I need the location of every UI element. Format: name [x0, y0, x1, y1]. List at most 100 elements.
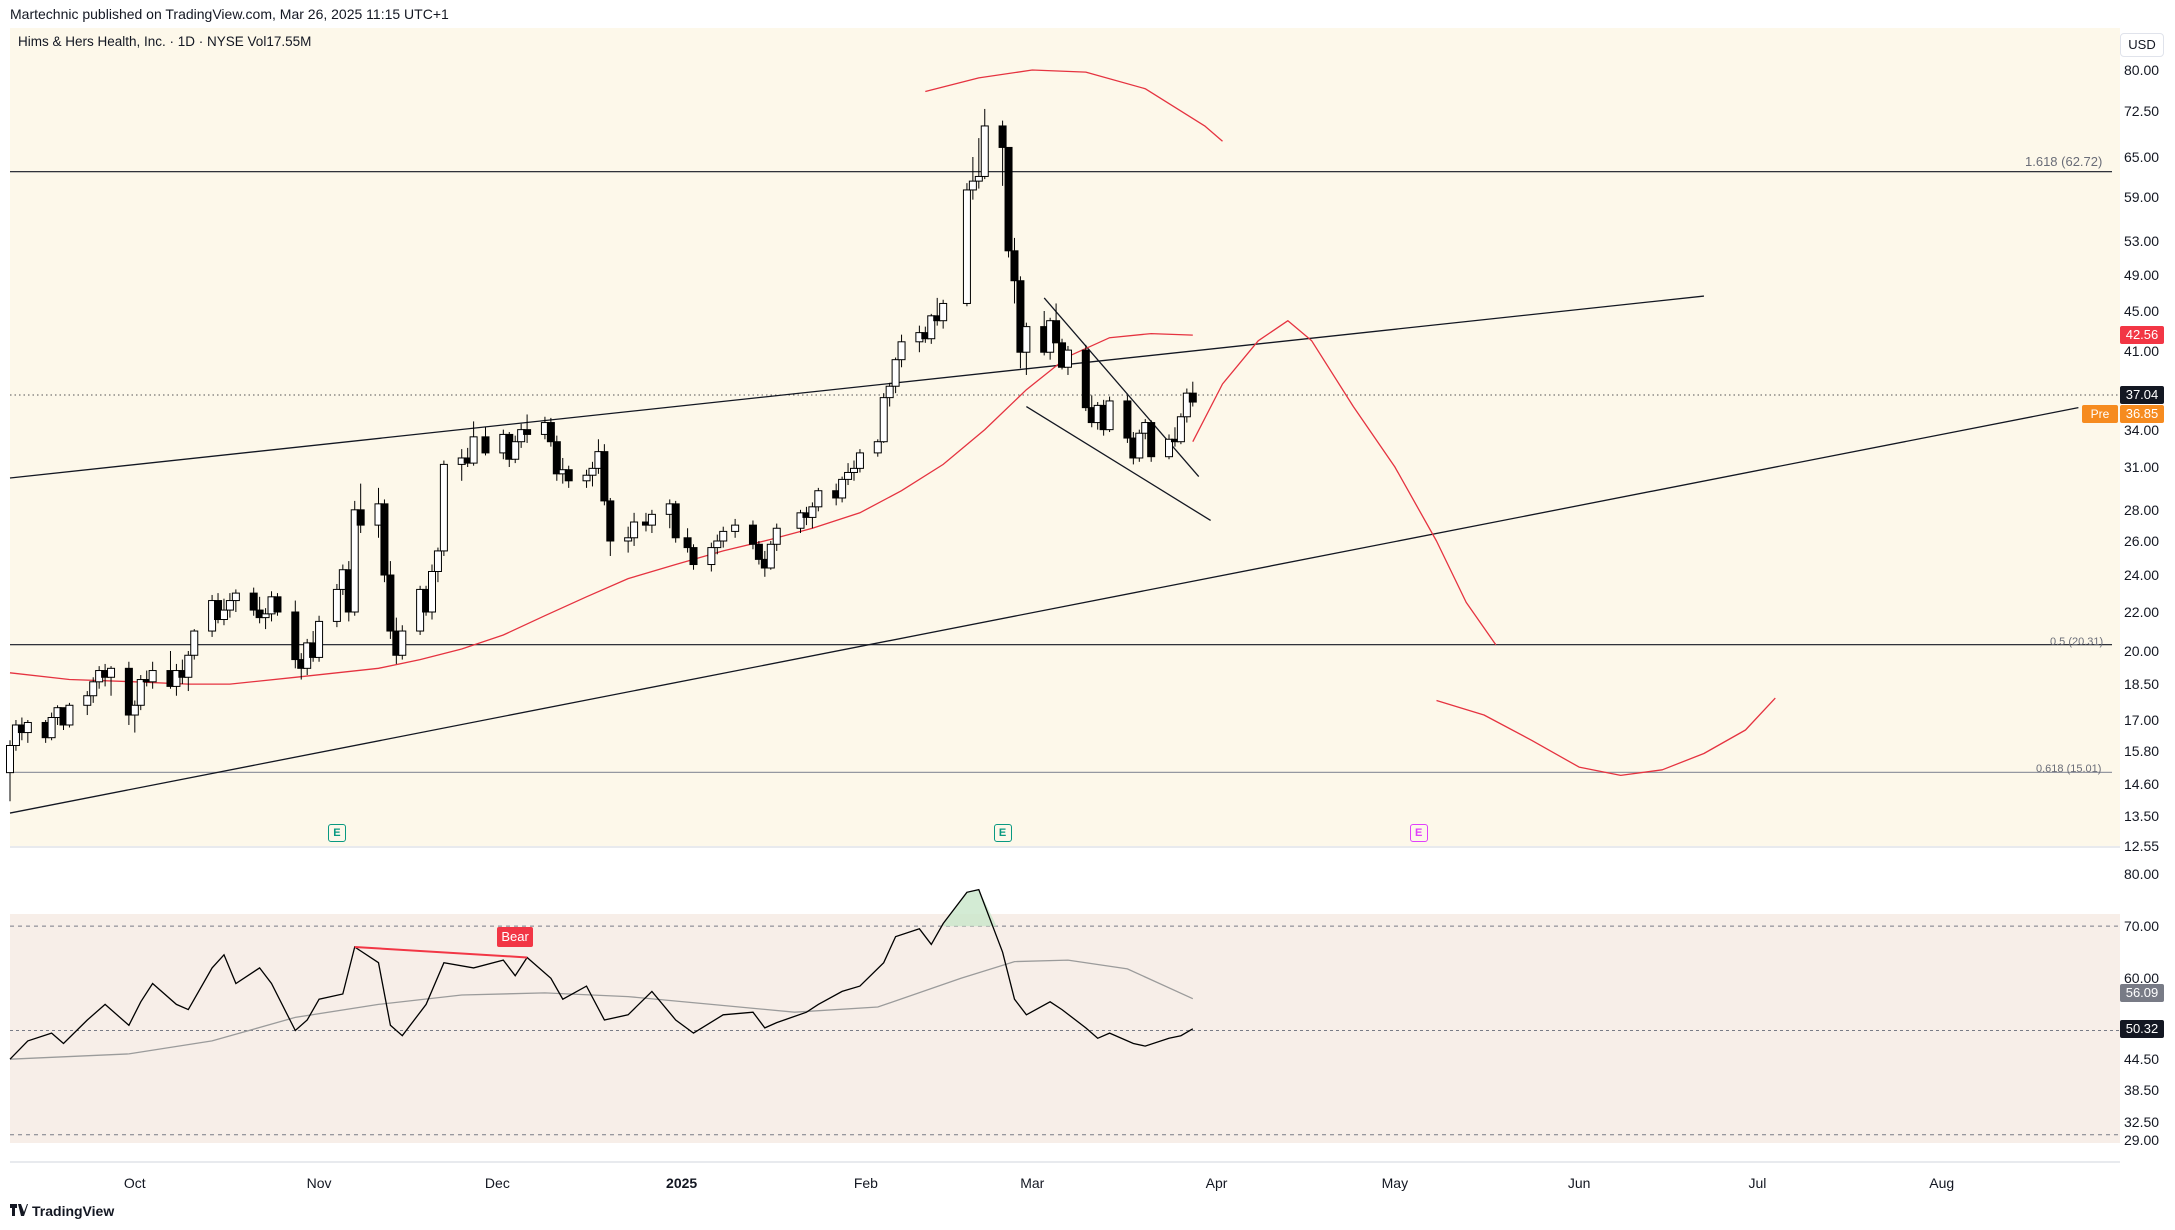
candle[interactable]	[172, 670, 181, 687]
candle[interactable]	[386, 574, 395, 632]
candle[interactable]	[719, 530, 728, 542]
candle[interactable]	[624, 537, 633, 542]
candle[interactable]	[6, 744, 14, 774]
candle[interactable]	[1004, 146, 1013, 252]
candle[interactable]	[998, 125, 1007, 148]
candle[interactable]	[130, 704, 139, 716]
candle[interactable]	[552, 441, 561, 475]
candle[interactable]	[433, 550, 442, 572]
candle[interactable]	[398, 630, 407, 656]
candle[interactable]	[523, 429, 532, 435]
candle[interactable]	[291, 611, 300, 661]
earnings-marker-2[interactable]: E	[1409, 824, 1428, 842]
earnings-marker-1[interactable]: E	[993, 824, 1012, 842]
candle[interactable]	[689, 547, 698, 566]
candle[interactable]	[1081, 349, 1090, 409]
trend-line-2[interactable]	[1026, 405, 1211, 522]
projection-path-0[interactable]	[925, 69, 1223, 142]
moving-average-line[interactable]	[9, 332, 1193, 685]
candle[interactable]	[1147, 422, 1156, 458]
candle[interactable]	[89, 681, 98, 697]
candle[interactable]	[968, 180, 977, 191]
candle[interactable]	[469, 436, 478, 464]
projection-path-2[interactable]	[1436, 697, 1776, 777]
symbol-info[interactable]: Hims & Hers Health, Inc. · 1D · NYSE Vol…	[18, 34, 312, 49]
candle[interactable]	[225, 600, 234, 611]
candle[interactable]	[1022, 326, 1031, 353]
rsi-panel[interactable]	[10, 848, 2120, 1202]
candle[interactable]	[1016, 280, 1025, 353]
candle[interactable]	[850, 467, 858, 473]
candle[interactable]	[428, 570, 436, 613]
candle[interactable]	[107, 667, 116, 678]
candle[interactable]	[731, 524, 740, 532]
candle[interactable]	[1176, 416, 1185, 443]
candle[interactable]	[190, 630, 199, 656]
candle[interactable]	[47, 717, 56, 739]
candle[interactable]	[582, 474, 591, 482]
candle[interactable]	[606, 500, 615, 542]
candle[interactable]	[184, 654, 193, 678]
candle[interactable]	[927, 315, 936, 340]
candle[interactable]	[630, 521, 639, 539]
rsi-ma-line[interactable]	[9, 959, 1194, 1060]
candle[interactable]	[671, 503, 680, 539]
candle[interactable]	[814, 490, 823, 508]
candle[interactable]	[796, 512, 805, 529]
candle[interactable]	[766, 543, 775, 569]
candle[interactable]	[748, 524, 757, 545]
tradingview-logo[interactable]: TradingView	[10, 1203, 114, 1219]
currency-button[interactable]: USD	[2120, 33, 2164, 57]
candle[interactable]	[588, 467, 597, 476]
candle[interactable]	[885, 385, 894, 399]
candle[interactable]	[808, 506, 817, 518]
rsi-line[interactable]	[9, 888, 1194, 1060]
candle[interactable]	[772, 527, 781, 545]
candle[interactable]	[356, 509, 365, 526]
candle[interactable]	[962, 189, 971, 304]
candle[interactable]	[754, 543, 763, 560]
candle[interactable]	[974, 175, 983, 182]
candle[interactable]	[65, 704, 74, 726]
candle[interactable]	[511, 441, 520, 460]
candle[interactable]	[332, 588, 341, 622]
candle[interactable]	[939, 302, 948, 322]
candle[interactable]	[148, 670, 157, 683]
candle[interactable]	[481, 436, 490, 454]
price-chart-panel[interactable]	[10, 28, 2120, 846]
candle[interactable]	[1165, 438, 1174, 458]
candle[interactable]	[683, 537, 692, 549]
candle[interactable]	[273, 596, 282, 613]
bearish-divergence-line[interactable]	[354, 946, 528, 959]
candle[interactable]	[136, 679, 145, 706]
candle[interactable]	[1123, 400, 1132, 439]
candle[interactable]	[855, 452, 864, 469]
candle[interactable]	[249, 592, 258, 611]
candle[interactable]	[517, 429, 526, 443]
candle[interactable]	[350, 509, 359, 613]
candle[interactable]	[219, 609, 228, 621]
projection-path-1[interactable]	[1192, 320, 1497, 646]
candle[interactable]	[124, 667, 133, 716]
candle[interactable]	[1010, 250, 1019, 282]
candle[interactable]	[83, 695, 92, 706]
candle[interactable]	[600, 451, 609, 502]
candle[interactable]	[891, 359, 900, 387]
trend-line-1[interactable]	[9, 407, 2079, 814]
candle[interactable]	[261, 613, 270, 619]
candle[interactable]	[439, 463, 448, 552]
trend-line-3[interactable]	[1043, 297, 1200, 478]
candle[interactable]	[897, 341, 906, 361]
candle[interactable]	[879, 397, 888, 443]
candle[interactable]	[23, 721, 32, 734]
candle[interactable]	[647, 513, 656, 526]
candle[interactable]	[873, 441, 882, 454]
candle[interactable]	[844, 471, 853, 480]
candle[interactable]	[1105, 400, 1114, 431]
candle[interactable]	[713, 540, 722, 549]
candle[interactable]	[564, 469, 573, 482]
earnings-marker-0[interactable]: E	[327, 824, 346, 842]
candle[interactable]	[1052, 320, 1061, 344]
trend-line-0[interactable]	[9, 295, 1705, 479]
candle[interactable]	[231, 592, 240, 602]
